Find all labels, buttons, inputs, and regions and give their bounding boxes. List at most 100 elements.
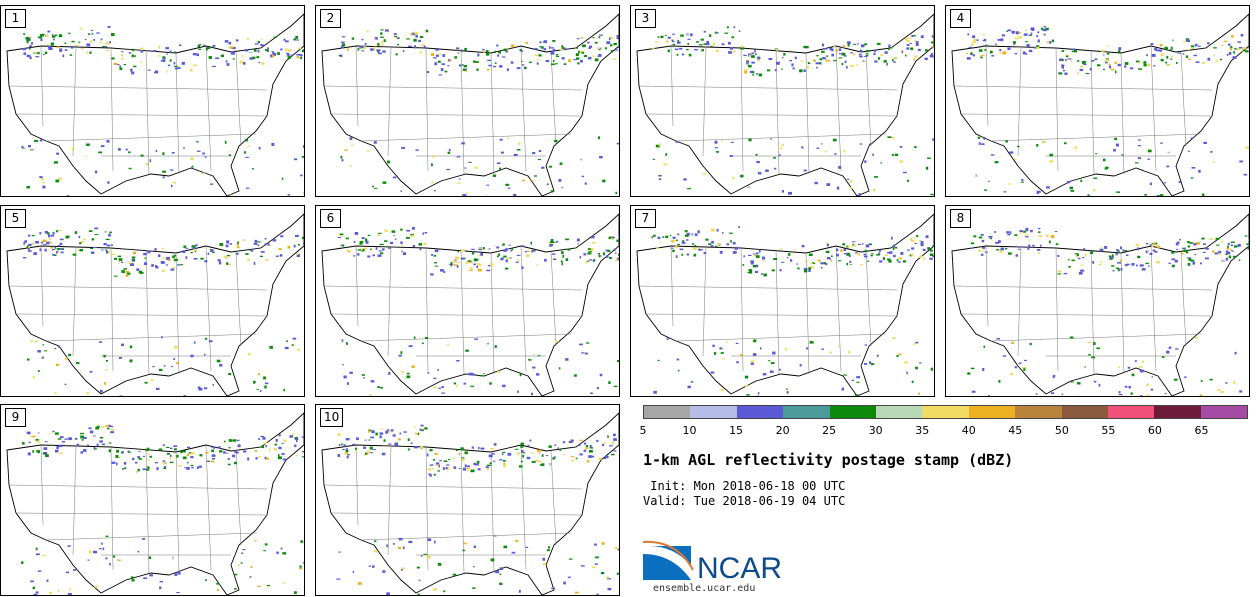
reflectivity-cell [241, 552, 244, 554]
reflectivity-cell [234, 461, 237, 465]
reflectivity-cell [729, 155, 733, 157]
reflectivity-cell [657, 36, 660, 38]
reflectivity-cell [293, 38, 296, 41]
reflectivity-cell [169, 447, 173, 450]
reflectivity-cell [223, 440, 226, 443]
reflectivity-cell [372, 565, 375, 568]
reflectivity-cell [982, 246, 986, 249]
reflectivity-cell [64, 42, 67, 44]
reflectivity-cell [492, 174, 497, 177]
reflectivity-cell [146, 469, 150, 471]
reflectivity-cell [93, 435, 96, 437]
reflectivity-cell [68, 32, 71, 35]
reflectivity-cell [196, 466, 199, 469]
reflectivity-cell [1151, 54, 1156, 57]
reflectivity-cell [988, 395, 990, 396]
reflectivity-cell [1209, 238, 1213, 240]
reflectivity-cell [287, 53, 290, 56]
reflectivity-cell [1230, 241, 1235, 243]
reflectivity-cell [548, 463, 552, 466]
reflectivity-cell [1129, 67, 1134, 70]
reflectivity-cell [43, 447, 48, 450]
reflectivity-cell [779, 269, 782, 272]
reflectivity-cell [219, 450, 223, 453]
reflectivity-cell [129, 262, 131, 265]
reflectivity-cell [579, 343, 583, 346]
reflectivity-cell [351, 144, 354, 146]
reflectivity-cell [1041, 141, 1046, 143]
reflectivity-cell [1085, 73, 1090, 75]
reflectivity-cell [245, 253, 249, 255]
reflectivity-cell [167, 258, 171, 261]
reflectivity-cell [365, 452, 368, 455]
reflectivity-cell [123, 64, 127, 66]
reflectivity-cell [898, 261, 901, 263]
reflectivity-cell [815, 62, 820, 65]
reflectivity-cell [473, 545, 476, 548]
reflectivity-cell [1163, 182, 1167, 184]
reflectivity-cell [26, 41, 29, 44]
reflectivity-cell [744, 375, 749, 379]
reflectivity-cell [485, 52, 490, 56]
reflectivity-cell [159, 587, 164, 589]
reflectivity-cell [530, 179, 534, 181]
reflectivity-cell [338, 54, 341, 57]
reflectivity-cell [924, 57, 928, 60]
reflectivity-cell [1188, 58, 1192, 60]
reflectivity-cell [443, 590, 446, 593]
reflectivity-cell [379, 432, 384, 435]
reflectivity-cell [86, 444, 90, 446]
reflectivity-cell [821, 50, 825, 53]
reflectivity-cell [363, 247, 368, 250]
reflectivity-cell [688, 53, 692, 57]
reflectivity-cell [549, 46, 551, 49]
reflectivity-cell [888, 47, 890, 51]
state-border [1017, 47, 1022, 157]
state-border [425, 47, 429, 172]
reflectivity-cell [748, 254, 752, 256]
reflectivity-cell [281, 453, 285, 455]
reflectivity-cell [836, 248, 839, 252]
reflectivity-cell [525, 546, 529, 548]
reflectivity-cell [720, 352, 724, 354]
reflectivity-cell [520, 460, 523, 463]
reflectivity-cell [1118, 47, 1122, 50]
reflectivity-cell [398, 537, 403, 541]
reflectivity-cell [603, 442, 606, 444]
reflectivity-cell [498, 51, 502, 54]
reflectivity-cell [1030, 32, 1033, 36]
reflectivity-cell [374, 540, 377, 543]
reflectivity-cell [456, 265, 459, 268]
reflectivity-cell [804, 260, 809, 262]
reflectivity-cell [341, 443, 343, 446]
reflectivity-cell [21, 145, 24, 149]
reflectivity-cell [243, 450, 247, 453]
reflectivity-cell [464, 70, 468, 73]
reflectivity-cell [533, 354, 535, 356]
reflectivity-cell [412, 32, 416, 36]
reflectivity-cell [163, 365, 166, 367]
reflectivity-cell [57, 589, 60, 593]
reflectivity-cell [517, 390, 519, 393]
reflectivity-cell [467, 260, 472, 263]
reflectivity-cell [814, 181, 818, 185]
reflectivity-cell [919, 362, 922, 364]
reflectivity-cell [403, 431, 407, 433]
reflectivity-cell [675, 141, 679, 143]
colorbar-swatch [736, 406, 784, 418]
reflectivity-cell [770, 362, 775, 364]
reflectivity-cell [425, 29, 429, 33]
reflectivity-map [6, 13, 304, 196]
reflectivity-cell [431, 254, 434, 256]
reflectivity-cell [393, 33, 397, 35]
reflectivity-cell [38, 370, 40, 372]
reflectivity-cell [1087, 341, 1092, 344]
reflectivity-cell [1171, 251, 1175, 254]
reflectivity-cell [712, 42, 715, 46]
reflectivity-cell [147, 453, 150, 455]
reflectivity-cell [96, 443, 99, 447]
colorbar-swatch [875, 406, 923, 418]
reflectivity-cell [499, 138, 503, 141]
reflectivity-cell [137, 456, 140, 459]
reflectivity-cell [1194, 337, 1199, 339]
